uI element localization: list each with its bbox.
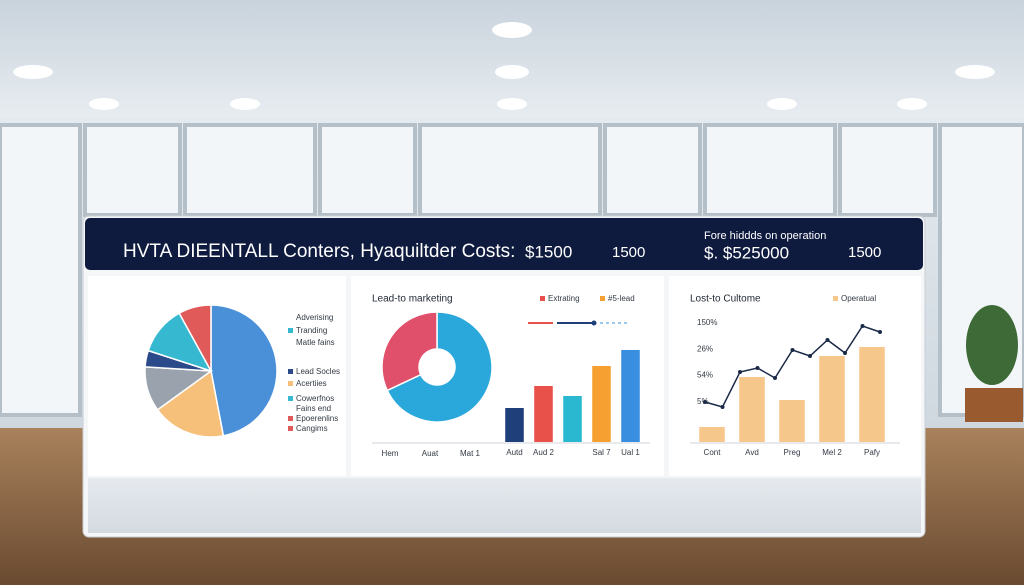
- header-stat: $1500: [525, 242, 572, 261]
- y-tick-label: 26%: [697, 344, 713, 353]
- line-point: [703, 400, 707, 404]
- legend-label: Extrating: [548, 294, 580, 303]
- line-point: [720, 405, 725, 409]
- ceiling-lights: [13, 22, 995, 110]
- slice: [386, 311, 493, 423]
- bar: [699, 427, 725, 442]
- bar: [534, 386, 553, 442]
- line-point: [825, 338, 830, 342]
- plant: [966, 305, 1018, 385]
- chart-title: Lost-to Cultome: [690, 294, 761, 305]
- bar: [859, 347, 885, 442]
- legend-label: Cangims: [296, 424, 328, 433]
- legend-swatch: [833, 296, 838, 301]
- legend-swatch: [288, 328, 293, 333]
- bar: [779, 400, 805, 442]
- y-tick-label: 5%: [697, 397, 709, 406]
- slice: [156, 369, 225, 438]
- legend-label: #5-lead: [608, 294, 635, 303]
- line-point: [738, 370, 742, 374]
- slice: [381, 311, 438, 392]
- legend-swatch: [288, 396, 293, 401]
- header-title: HVTA DIEENTALL Conters, Hyaquiltder Cost…: [123, 241, 515, 262]
- legend-label: Epoerenlins: [296, 414, 338, 423]
- legend-label: Cowerfnos: [296, 394, 334, 403]
- bar: [592, 366, 611, 442]
- line-point: [878, 330, 882, 334]
- plant-pot: [965, 388, 1023, 422]
- legend-swatch: [288, 369, 293, 374]
- legend-label: Fains end: [296, 404, 331, 413]
- x-tick-label: Preg: [784, 448, 801, 457]
- legend-swatch: [288, 315, 293, 320]
- slice: [178, 304, 212, 372]
- legend-label: Lead Socles: [296, 367, 340, 376]
- legend-swatch: [540, 296, 545, 301]
- x-tick-label: Aud 2: [533, 448, 554, 457]
- header-stat: $. $525000: [704, 243, 789, 262]
- line-point: [755, 366, 760, 370]
- line-point: [773, 376, 777, 380]
- legend-label: Operatual: [841, 294, 876, 303]
- x-tick-label: Mat 1: [460, 449, 481, 458]
- x-tick-label: Auat: [422, 449, 439, 458]
- x-tick-label: Mel 2: [822, 448, 842, 457]
- line-point: [843, 351, 847, 355]
- y-tick-label: 150%: [697, 318, 717, 327]
- line-point: [790, 348, 795, 352]
- legend-swatch: [288, 340, 293, 345]
- legend-swatch: [288, 406, 293, 411]
- legend-label: Tranding: [296, 326, 327, 335]
- legend-label: Adverising: [296, 313, 333, 322]
- legend-swatch: [288, 416, 293, 421]
- windows: [0, 123, 1024, 417]
- y-tick-label: 54%: [697, 371, 713, 380]
- line-point: [808, 354, 812, 358]
- bar: [563, 396, 582, 442]
- x-tick-label: Autd: [506, 448, 522, 457]
- chart-title: Lead-to marketing: [372, 294, 453, 305]
- header-note: Fore hiddds on operation: [704, 230, 826, 242]
- x-tick-label: Cont: [704, 448, 722, 457]
- bar: [739, 377, 765, 442]
- legend-swatch: [600, 296, 605, 301]
- legend-swatch: [288, 426, 293, 431]
- header-stat: 1500: [612, 244, 645, 261]
- x-tick-label: Sal 7: [592, 448, 611, 457]
- bar: [621, 350, 640, 442]
- bar: [505, 408, 524, 442]
- x-tick-label: Avd: [745, 448, 759, 457]
- bar: [819, 356, 845, 442]
- legend-label: Matle fains: [296, 338, 335, 347]
- x-tick-label: Hem: [382, 449, 399, 458]
- line-point: [860, 324, 865, 328]
- header-stat: 1500: [848, 244, 881, 261]
- legend-label: Acertiies: [296, 379, 327, 388]
- footer-strip: [88, 478, 921, 533]
- slice: [210, 304, 278, 437]
- x-tick-label: Pafy: [864, 448, 880, 457]
- header-bar: [85, 218, 923, 270]
- legend-swatch: [288, 381, 293, 386]
- x-tick-label: Ual 1: [621, 448, 640, 457]
- legend-dot: [591, 320, 597, 326]
